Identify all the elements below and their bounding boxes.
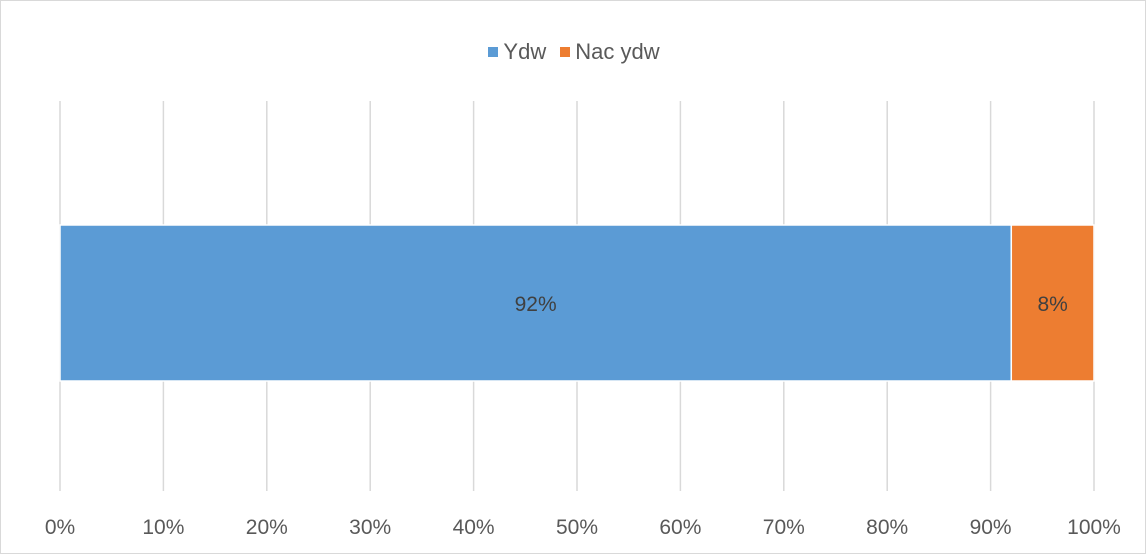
x-tick-label-70: 70% [763,516,805,539]
bar-segment-ydw [59,224,1013,382]
x-tick-label-60: 60% [659,516,701,539]
x-tick-label-90: 90% [970,516,1012,539]
x-tick-label-30: 30% [349,516,391,539]
x-tick-label-100: 100% [1067,516,1121,539]
x-tick-label-50: 50% [556,516,598,539]
legend-label-nac-ydw: Nac ydw [575,39,660,64]
data-label-ydw: 92% [515,293,557,316]
legend-item-nac-ydw: Nac ydw [560,39,660,65]
legend-item-ydw: Ydw [488,39,546,65]
data-label-nac-ydw: 8% [1037,293,1067,316]
legend-swatch-ydw [488,47,499,57]
legend: Ydw Nac ydw [1,39,1146,65]
bar-segment-nac-ydw [1010,224,1095,382]
x-tick-label-20: 20% [246,516,288,539]
legend-swatch-nac-ydw [560,47,571,57]
x-tick-label-0: 0% [45,516,75,539]
legend-label-ydw: Ydw [503,39,547,64]
x-tick-label-80: 80% [866,516,908,539]
x-tick-label-40: 40% [453,516,495,539]
x-tick-label-10: 10% [142,516,184,539]
